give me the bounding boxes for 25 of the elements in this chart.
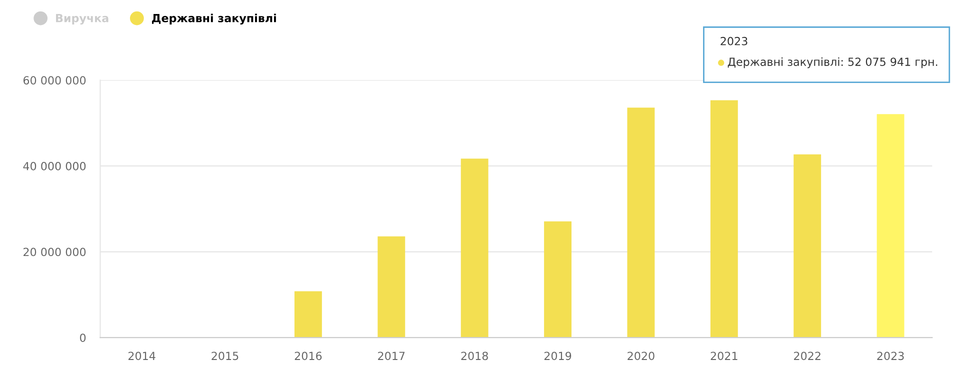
- bar: [294, 291, 322, 338]
- bar: [378, 236, 406, 338]
- text: Державні закупівлі: 52 075 941 грн.: [728, 57, 938, 68]
- y-tick-label: 20 000 000: [24, 248, 86, 256]
- x-tick-label: 2022: [794, 352, 820, 360]
- x-tick-label: 2016: [294, 352, 322, 360]
- legend-label: Державні закупівлі: [152, 14, 276, 25]
- y-tick-label: 60 000 000: [23, 76, 86, 85]
- x-tick-label: 2015: [212, 352, 238, 360]
- bar: [627, 108, 655, 338]
- y-tick-label: 0: [80, 334, 86, 342]
- bar: [710, 100, 738, 338]
- x-tick-label: 2014: [128, 352, 156, 360]
- text: 2023: [720, 36, 748, 46]
- x-tick-label: 2017: [378, 352, 405, 360]
- bar: [460, 158, 488, 338]
- bar: [544, 221, 572, 338]
- x-tick-label: 2021: [710, 352, 738, 360]
- x-tick-label: 2018: [461, 352, 488, 360]
- bar: [876, 114, 904, 338]
- bar: [794, 154, 822, 338]
- x-tick-label: 2020: [628, 352, 654, 360]
- y-tick-label: 40 000 000: [23, 162, 86, 170]
- x-tick-label: 2019: [544, 352, 572, 360]
- x-tick-label: 2023: [877, 352, 904, 360]
